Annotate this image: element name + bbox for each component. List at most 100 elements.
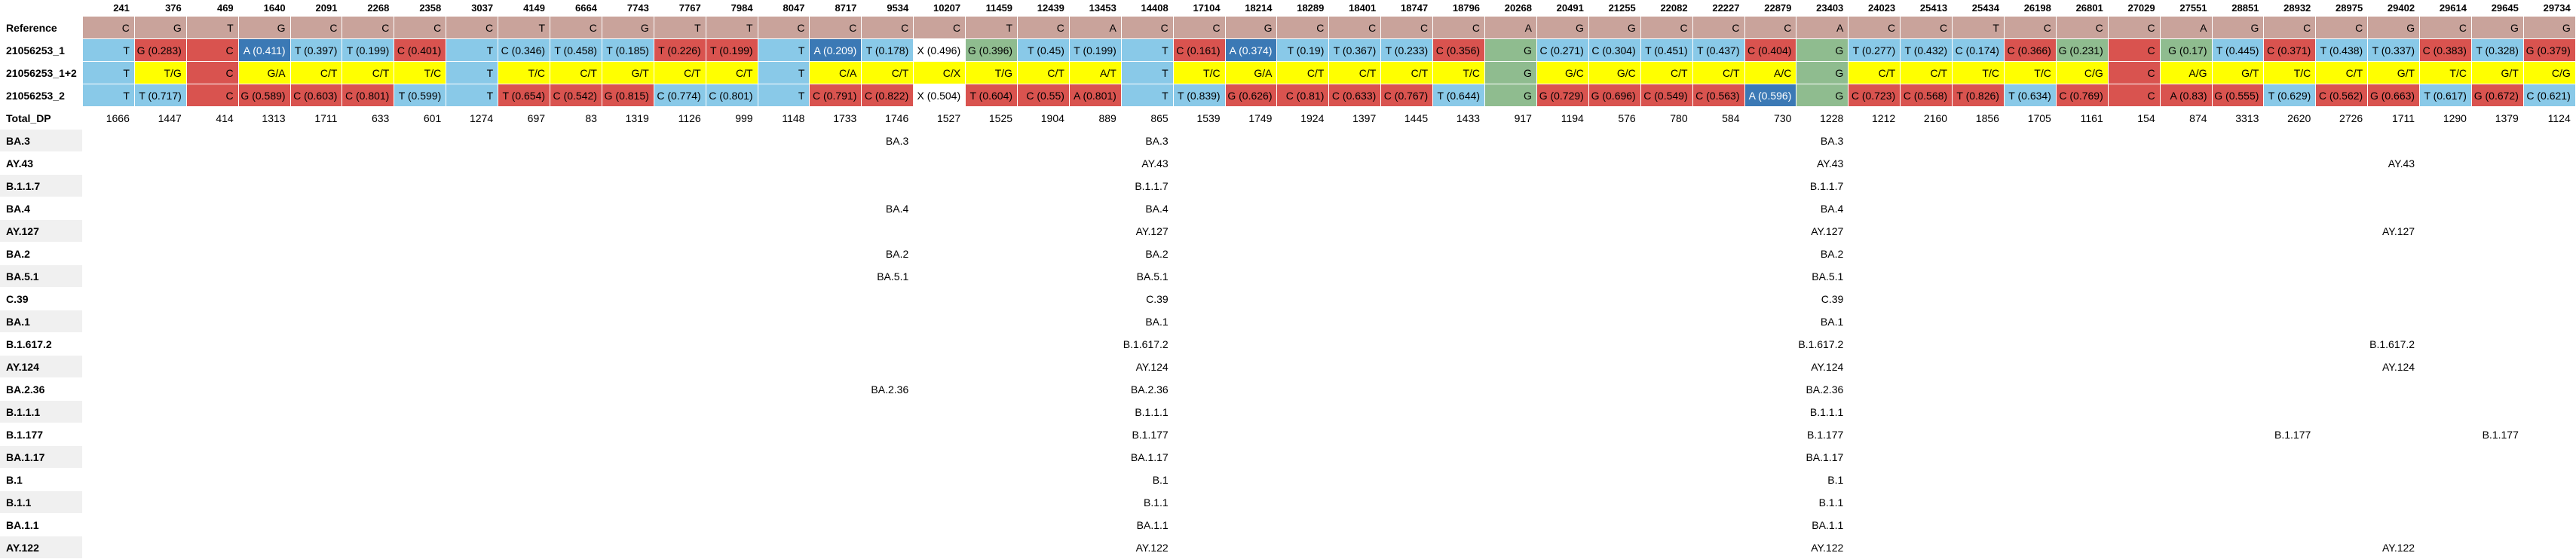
lineage-empty-cell (1692, 423, 1745, 446)
merged-cell: T (758, 62, 810, 84)
lineage-label: BA.4 (0, 197, 83, 220)
lineage-empty-cell (2264, 243, 2317, 265)
lineage-empty-cell (2056, 152, 2109, 175)
total-dp-cell: 1666 (83, 107, 135, 130)
merged-cell: C/G (2056, 62, 2109, 84)
lineage-empty-cell (342, 197, 395, 220)
sample1-cell: C (2108, 39, 2161, 62)
lineage-empty-cell (2056, 265, 2109, 288)
merged-cell: G/T (602, 62, 654, 84)
lineage-empty-cell (2420, 243, 2472, 265)
lineage-empty-cell (2108, 220, 2161, 243)
lineage-empty-cell (2471, 243, 2524, 265)
lineage-empty-cell (2368, 288, 2421, 310)
lineage-empty-cell (758, 310, 810, 333)
lineage-empty-cell (1433, 401, 1486, 423)
sample1-cell: C (0.404) (1744, 39, 1797, 62)
lineage-empty-cell (1018, 423, 1070, 446)
lineage-empty-cell (1018, 401, 1070, 423)
lineage-empty-cell (1953, 536, 2005, 559)
lineage-empty-cell (1953, 514, 2005, 536)
total-dp-cell: 2726 (2316, 107, 2369, 130)
lineage-empty-cell (134, 401, 187, 423)
lineage-empty-cell (83, 197, 135, 220)
lineage-tag: B.1 (1121, 469, 1174, 491)
lineage-empty-cell (1536, 152, 1589, 175)
lineage-empty-cell (1588, 469, 1641, 491)
lineage-empty-cell (550, 423, 602, 446)
lineage-tag: B.1.1.1 (1796, 401, 1849, 423)
lineage-empty-cell (2420, 469, 2472, 491)
total-dp-cell: 1290 (2420, 107, 2472, 130)
lineage-empty-cell (1485, 220, 1537, 243)
lineage-empty-cell (550, 220, 602, 243)
lineage-empty-cell (2004, 378, 2057, 401)
lineage-empty-cell (1849, 423, 1901, 446)
reference-cell: C (1173, 17, 1226, 39)
lineage-empty-cell (342, 175, 395, 197)
lineage-tag: B.1.1.1 (1121, 401, 1174, 423)
lineage-empty-cell (654, 514, 706, 536)
lineage-empty-cell (134, 446, 187, 469)
sample1-cell: G (0.231) (2056, 39, 2109, 62)
lineage-empty-cell (1901, 333, 1953, 356)
lineage-empty-cell (83, 536, 135, 559)
total-dp-cell: 154 (2108, 107, 2161, 130)
lineage-empty-cell (2212, 152, 2265, 175)
lineage-empty-cell (498, 175, 551, 197)
lineage-empty-cell (1277, 310, 1330, 333)
lineage-empty-cell (810, 401, 862, 423)
lineage-empty-cell (446, 469, 499, 491)
lineage-empty-cell (1018, 197, 1070, 220)
lineage-empty-cell (2212, 401, 2265, 423)
sample2-cell: T (0.644) (1433, 84, 1486, 107)
lineage-empty-cell (2316, 423, 2369, 446)
sample1-cell: T (0.328) (2471, 39, 2524, 62)
lineage-label: BA.1.17 (0, 446, 83, 469)
lineage-tag: B.1 (1796, 469, 1849, 491)
sample2-cell: T (758, 84, 810, 107)
lineage-tag: B.1.1.7 (1121, 175, 1174, 197)
lineage-empty-cell (1640, 288, 1693, 310)
lineage-empty-cell (1381, 356, 1434, 378)
total-dp-cell: 917 (1485, 107, 1537, 130)
lineage-empty-cell (654, 220, 706, 243)
reference-cell: A (1796, 17, 1849, 39)
lineage-empty-cell (2108, 356, 2161, 378)
lineage-empty-cell (2056, 333, 2109, 356)
lineage-empty-cell (394, 356, 447, 378)
lineage-empty-cell (1640, 446, 1693, 469)
lineage-empty-cell (1953, 333, 2005, 356)
lineage-empty-cell (1225, 130, 1278, 152)
lineage-empty-cell (1381, 536, 1434, 559)
total-dp-cell: 2160 (1901, 107, 1953, 130)
lineage-empty-cell (2056, 469, 2109, 491)
lineage-empty-cell (394, 469, 447, 491)
lineage-empty-cell (1692, 310, 1745, 333)
lineage-empty-cell (498, 333, 551, 356)
lineage-empty-cell (1588, 310, 1641, 333)
lineage-empty-cell (238, 446, 291, 469)
merged-cell: C/T (1329, 62, 1382, 84)
lineage-empty-cell (1640, 423, 1693, 446)
lineage-empty-cell (1173, 536, 1226, 559)
lineage-empty-cell (2056, 378, 2109, 401)
lineage-empty-cell (1901, 152, 1953, 175)
sample1-cell: C (0.383) (2420, 39, 2472, 62)
lineage-tag: AY.43 (2368, 152, 2421, 175)
lineage-empty-cell (550, 446, 602, 469)
lineage-tag: BA.2 (1121, 243, 1174, 265)
sample2-cell: A (0.596) (1744, 84, 1797, 107)
merged-cell: C/T (654, 62, 706, 84)
reference-cell: G (238, 17, 291, 39)
lineage-empty-cell (2264, 514, 2317, 536)
lineage-empty-cell (1433, 220, 1486, 243)
lineage-empty-cell (550, 536, 602, 559)
lineage-empty-cell (1069, 491, 1122, 514)
position-header: 7743 (602, 0, 654, 17)
lineage-empty-cell (1173, 130, 1226, 152)
lineage-empty-cell (1744, 265, 1797, 288)
lineage-empty-cell (758, 197, 810, 220)
lineage-empty-cell (2056, 423, 2109, 446)
lineage-label: B.1 (0, 469, 83, 491)
